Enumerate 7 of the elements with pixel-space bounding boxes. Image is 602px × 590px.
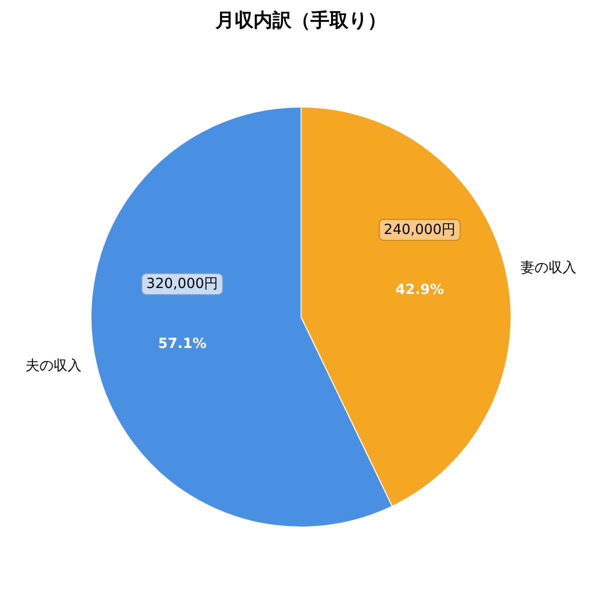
data-label: 240,000円 <box>384 222 456 238</box>
text: 57.1% <box>158 336 207 352</box>
slice-label: 妻の収入 <box>520 260 576 276</box>
text: 42.9% <box>395 282 444 298</box>
data-label: 320,000円 <box>146 276 218 292</box>
chart-title: 月収内訳（手取り） <box>214 10 386 32</box>
slice-label: 夫の収入 <box>26 358 82 374</box>
